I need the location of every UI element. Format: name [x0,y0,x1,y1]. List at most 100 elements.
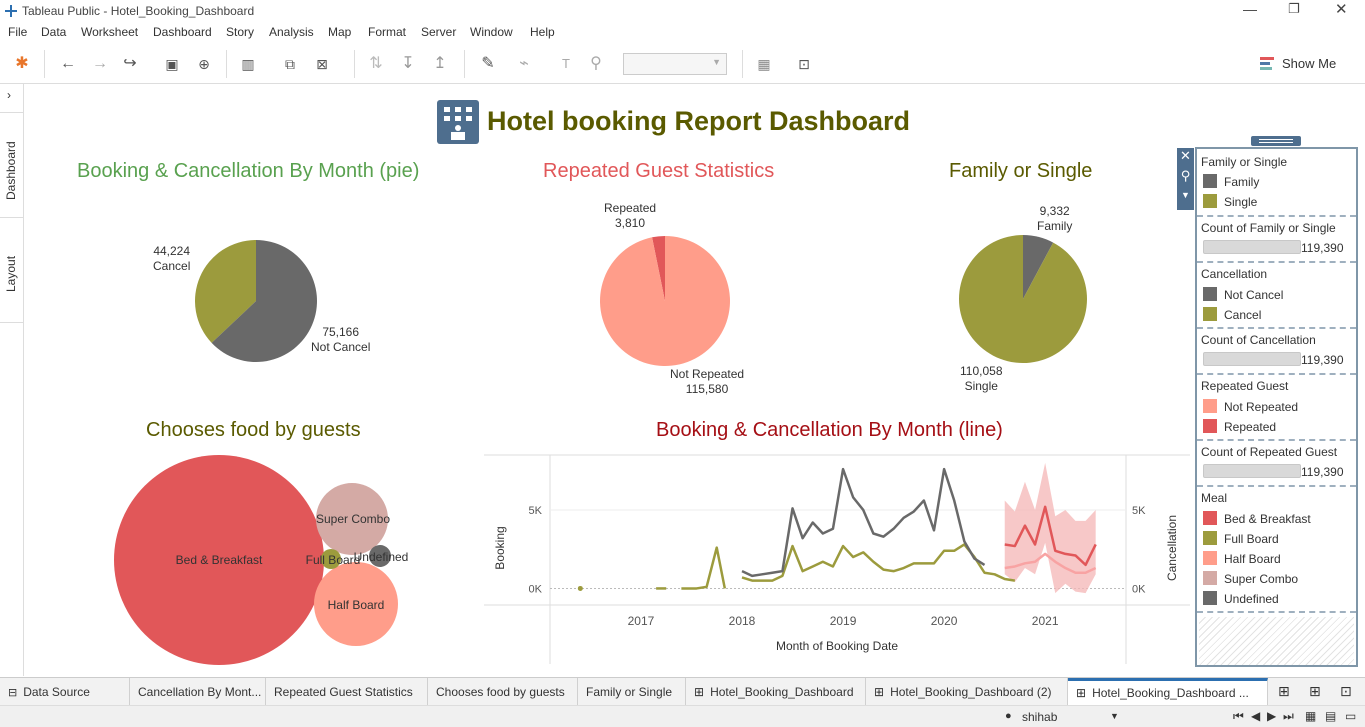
legend-item[interactable]: Half Board [1203,551,1281,567]
grid-view-icon[interactable]: ▦ [1305,709,1317,723]
menu-worksheet[interactable]: Worksheet [81,25,139,39]
presentation-mode-icon[interactable]: ⊡ [798,56,810,72]
tab-hotel-dashboard-2[interactable]: ⊞ Hotel_Booking_Dashboard (2) [866,678,1068,706]
menu-help[interactable]: Help [530,25,555,39]
tab-chooses-food[interactable]: Chooses food by guests [428,678,578,706]
cancellation-pie-chart[interactable] [195,240,317,362]
legend-title: Family or Single [1201,155,1288,169]
status-bar: ● shihab ▼ ⏮ ◀ ▶ ⏭ ▦ ▤ ▭ [0,705,1365,727]
tab-cancellation[interactable]: Cancellation By Mont... [130,678,266,706]
bubble-full-board[interactable] [321,549,341,569]
replay-icon[interactable]: ↪ [123,55,137,72]
booking-line-chart[interactable]: 0K 0K 5K 5K 2017 2018 2019 2020 2021 Booking Can… [484,451,1190,664]
series-line-2[interactable] [1004,505,1097,567]
redo-icon[interactable]: → [92,55,108,72]
line-title: Booking & Cancellation By Month (line) [656,419,1003,441]
bubble-undefined[interactable] [369,545,391,567]
tab-family-single[interactable]: Family or Single [578,678,686,706]
legend-item[interactable]: Family [1203,174,1259,190]
pie-slice-single[interactable] [959,235,1087,363]
pie-slice-cancel[interactable] [195,240,256,343]
meal-bubble-chart[interactable]: Bed & Breakfast Super Combo Half Board F… [105,449,435,665]
pin-icon[interactable]: ⚲ [590,55,602,72]
save-icon[interactable]: ▣ [165,56,179,72]
pie-slice-repeated[interactable] [652,236,665,301]
duplicate-sheet-icon[interactable]: ⧉ [285,56,295,72]
menu-data[interactable]: Data [41,25,67,39]
series-line-1[interactable] [741,467,986,578]
tab-hotel-dashboard[interactable]: ⊞ Hotel_Booking_Dashboard [686,678,866,706]
series-line-3[interactable] [1004,552,1097,574]
new-worksheet-tab-icon[interactable]: ⊞ [1278,683,1290,699]
menu-server[interactable]: Server [421,25,457,39]
new-dashboard-tab-icon[interactable]: ⊞ [1309,683,1321,699]
swap-icon[interactable]: ⇅ [369,55,383,72]
menu-file[interactable]: File [8,25,28,39]
legend-item[interactable]: Undefined [1203,591,1279,607]
group-icon[interactable]: ⌁ [519,55,529,72]
expand-panel-icon[interactable]: › [7,88,11,102]
tab-data-source[interactable]: ⊟ Data Source [0,678,130,706]
last-sheet-icon[interactable]: ⏭ [1283,709,1294,723]
line-point[interactable] [577,585,583,591]
menu-dashboard[interactable]: Dashboard [153,25,212,39]
legend-item[interactable]: Cancel [1203,307,1261,323]
user-menu-chevron-icon[interactable]: ▼ [1110,711,1119,721]
range-slider[interactable] [1203,352,1301,366]
menu-format[interactable]: Format [368,25,407,39]
legend-item[interactable]: Super Combo [1203,571,1298,587]
pie3-label-family: 9,332 Family [1037,204,1073,233]
new-story-tab-icon[interactable]: ⊡ [1340,683,1352,699]
pie-slice-family[interactable] [1023,235,1054,299]
prev-sheet-icon[interactable]: ◀ [1251,709,1261,723]
tableau-home-icon[interactable]: ✱ [15,55,29,72]
pie-slice-not-cancel[interactable] [211,240,317,362]
family-single-pie-chart[interactable] [959,235,1087,363]
minimize-icon[interactable]: — [1243,1,1257,17]
range-slider[interactable] [1203,464,1301,478]
bubble-super-combo[interactable] [316,483,388,555]
tab-dashboard-panel[interactable]: Dashboard [0,124,24,214]
y-axis-left-label: Booking [493,526,507,569]
filmstrip-view-icon[interactable]: ▭ [1345,709,1357,723]
close-window-icon[interactable]: ✕ [1335,1,1348,18]
more-options-icon[interactable]: ▼ [1181,190,1190,200]
legend-item[interactable]: Not Cancel [1203,287,1283,303]
title-bar: Tableau Public - Hotel_Booking_Dashboard… [0,0,1365,22]
legend-item[interactable]: Bed & Breakfast [1203,511,1311,527]
legend-drag-handle[interactable] [1251,136,1301,146]
legend-item[interactable]: Single [1203,194,1257,210]
show-cards-icon[interactable]: ▦ [757,56,771,72]
series-line-0[interactable] [681,546,727,590]
menu-window[interactable]: Window [470,25,513,39]
legend-item[interactable]: Not Repeated [1203,399,1298,415]
first-sheet-icon[interactable]: ⏮ [1233,709,1244,723]
range-slider[interactable] [1203,240,1301,254]
bubble-half-board[interactable] [314,562,398,646]
fit-dropdown[interactable]: ▼ [623,53,727,75]
undo-icon[interactable]: ← [60,55,76,72]
sort-descending-icon[interactable]: ↥ [433,55,447,72]
restore-icon[interactable]: ❐ [1288,1,1300,16]
new-data-source-icon[interactable]: ⊕ [198,56,210,72]
sort-ascending-icon[interactable]: ↧ [401,55,415,72]
list-view-icon[interactable]: ▤ [1325,709,1337,723]
menu-analysis[interactable]: Analysis [269,25,314,39]
menu-story[interactable]: Story [226,25,255,39]
clear-sheet-icon[interactable]: ⊠ [316,56,328,72]
pin-legend-icon[interactable]: ⚲ [1180,168,1191,183]
menu-map[interactable]: Map [328,25,352,39]
tab-hotel-dashboard-active[interactable]: ⊞ Hotel_Booking_Dashboard ... [1068,678,1268,706]
legend-item[interactable]: Full Board [1203,531,1279,547]
remove-icon[interactable]: ✕ [1180,148,1191,163]
tab-layout-panel[interactable]: Layout [0,234,24,314]
bubble-bed-breakfast[interactable] [114,455,324,665]
next-sheet-icon[interactable]: ▶ [1267,709,1277,723]
tab-repeated-guest[interactable]: Repeated Guest Statistics [266,678,428,706]
repeated-guest-pie-chart[interactable] [600,236,730,366]
labels-icon[interactable]: T [562,56,570,71]
new-worksheet-icon[interactable]: ▥ [241,56,255,72]
pie-slice-not-repeated[interactable] [600,236,730,366]
highlight-icon[interactable]: ✎ [481,55,495,72]
legend-item[interactable]: Repeated [1203,419,1276,435]
